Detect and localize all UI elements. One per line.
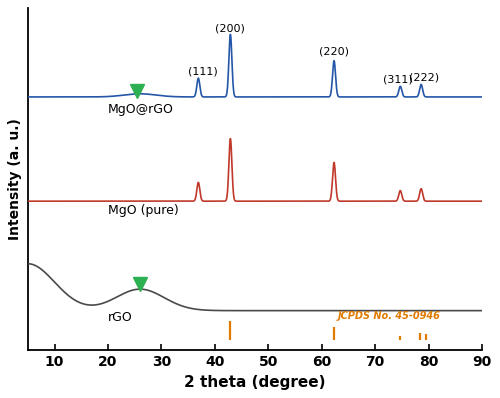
Text: (222): (222) xyxy=(410,72,440,82)
Text: MgO (pure): MgO (pure) xyxy=(108,204,179,217)
X-axis label: 2 theta (degree): 2 theta (degree) xyxy=(184,375,326,390)
Text: (220): (220) xyxy=(319,47,349,57)
Text: (200): (200) xyxy=(216,23,246,33)
Text: JCPDS No. 45-0946: JCPDS No. 45-0946 xyxy=(338,311,440,321)
Text: (111): (111) xyxy=(188,66,218,76)
Text: (311): (311) xyxy=(382,74,412,84)
Y-axis label: Intensity (a. u.): Intensity (a. u.) xyxy=(8,118,22,240)
Text: rGO: rGO xyxy=(108,311,133,324)
Text: MgO@rGO: MgO@rGO xyxy=(108,103,174,115)
